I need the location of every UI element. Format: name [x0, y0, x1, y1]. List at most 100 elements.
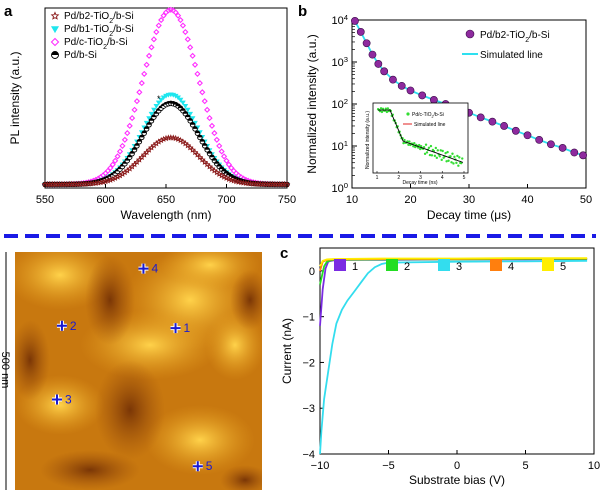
- inset-point: [450, 161, 453, 164]
- inset-point: [433, 154, 437, 158]
- legend-marker-a: [50, 26, 60, 34]
- pl-point: [158, 16, 165, 24]
- legend-label-b-sub: 2: [525, 37, 529, 44]
- inset-point: [417, 143, 421, 147]
- pl-point: [102, 177, 109, 185]
- pl-point: [208, 122, 216, 129]
- pl-point: [221, 153, 228, 160]
- pl-point: [182, 103, 189, 109]
- afm-marker-label: 2: [70, 319, 77, 333]
- legend-c: 1 2 3 4 5: [334, 259, 566, 273]
- legend-label-b: Simulated line: [480, 50, 543, 61]
- inset-point: [449, 155, 452, 158]
- inset-point: [429, 144, 433, 148]
- legend-marker-a: [50, 11, 60, 20]
- pl-point: [228, 176, 235, 183]
- decay-point: [356, 28, 365, 36]
- inset-legend-label-sub: 2: [432, 115, 434, 119]
- inset-x-ticks: 1 2 3 4 5: [376, 171, 466, 181]
- pl-point: [179, 22, 187, 29]
- plot-frame-c: [319, 247, 595, 455]
- pl-point: [204, 106, 211, 113]
- pl-point-fill: [209, 154, 215, 158]
- pl-point: [158, 97, 164, 103]
- inset-point: [419, 144, 423, 148]
- pl-point-fill: [187, 118, 193, 121]
- x-tick-label: 10: [346, 194, 358, 206]
- pl-point-fill: [190, 122, 195, 125]
- inset-point: [380, 110, 384, 114]
- pl-point: [187, 111, 194, 117]
- pl-point: [160, 95, 167, 101]
- pl-point: [143, 61, 150, 68]
- pl-point: [199, 138, 206, 145]
- inset-point: [428, 153, 432, 157]
- pl-point: [206, 114, 213, 122]
- pl-point: [114, 153, 121, 160]
- decay-point: [429, 96, 438, 104]
- afm-marker-5: 5: [192, 459, 213, 473]
- pl-point: [107, 164, 114, 172]
- x-tick-label: 700: [217, 194, 235, 206]
- inset-legend-marker: [406, 112, 410, 116]
- pl-point-fill: [216, 164, 222, 167]
- pl-point-fill: [202, 143, 208, 146]
- x-tick-label: −5: [382, 460, 395, 472]
- pl-point: [204, 147, 210, 153]
- afm-marker-3: 3: [51, 393, 72, 407]
- x-axis-label-c: Substrate bias (V): [409, 473, 505, 487]
- pl-point-fill: [212, 158, 217, 161]
- pl-point: [121, 136, 128, 143]
- pl-point: [216, 142, 223, 149]
- pl-point-fill: [183, 111, 188, 114]
- pl-point: [201, 98, 208, 105]
- pl-point: [172, 9, 179, 16]
- pl-point: [197, 134, 203, 141]
- afm-marker-2: 2: [56, 319, 77, 333]
- decay-point: [351, 17, 359, 25]
- pl-point: [187, 44, 194, 51]
- inset-point: [446, 150, 449, 154]
- pl-point: [126, 154, 133, 160]
- pl-point: [192, 126, 198, 132]
- legend-label-c: 3: [456, 261, 462, 273]
- y-tick-base: 10: [331, 99, 343, 111]
- legend-a: Pd/b2-TiO2/b-SiPd/b1-TiO2/b-SiPd/c-TiO2/…: [50, 11, 134, 61]
- x-tick-label: 650: [157, 194, 175, 206]
- legend-label-a: Pd/b-Si: [64, 50, 97, 61]
- pl-point-fill: [180, 108, 186, 111]
- pl-curves: [41, 6, 291, 188]
- inset-point: [422, 145, 426, 149]
- afm-marker-cross: [51, 394, 62, 405]
- legend-b: Pd/b2-TiO2/b-Si Simulated line: [462, 29, 550, 61]
- decay-points: [351, 17, 587, 160]
- y-tick-label: −4: [302, 449, 315, 461]
- decay-point: [389, 75, 397, 84]
- pl-series-3: [42, 100, 290, 188]
- pl-point: [151, 107, 157, 113]
- pl-point-fill: [185, 114, 191, 118]
- pl-point-fill: [204, 147, 210, 150]
- inset-point: [445, 160, 448, 163]
- decay-point: [579, 151, 587, 160]
- y-tick-label: −1: [302, 312, 315, 324]
- afm-marker-label: 5: [206, 459, 213, 473]
- pl-point: [145, 52, 153, 59]
- pl-point: [95, 179, 102, 186]
- inset-point: [456, 154, 459, 158]
- axes-c: −10 −5 0 5 10−4−3−2−10: [302, 266, 600, 472]
- inset-point: [413, 142, 416, 145]
- x-tick-label: 5: [522, 460, 528, 472]
- pl-point-fill: [192, 126, 198, 129]
- inset-point: [378, 110, 382, 113]
- pl-point: [116, 148, 124, 155]
- inset-point: [452, 162, 455, 165]
- pl-point: [146, 122, 152, 128]
- x-tick-label: 600: [96, 194, 114, 206]
- legend-label-c: 5: [560, 261, 566, 273]
- inset-legend: Pd/c-TiO2/b-Si Simulated line: [403, 112, 446, 128]
- pl-point: [175, 12, 182, 19]
- y-tick-label: −2: [302, 357, 315, 369]
- pl-point: [99, 178, 107, 185]
- decay-point: [488, 117, 497, 126]
